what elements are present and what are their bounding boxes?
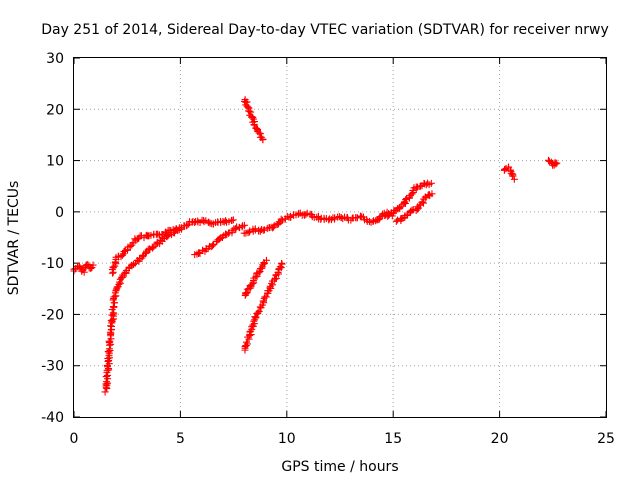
data-point — [102, 372, 110, 380]
series-arc-main-upper — [108, 216, 237, 277]
data-point — [254, 309, 262, 317]
data-point — [243, 285, 251, 293]
series-arc-middle — [240, 209, 398, 237]
y-tick-label: 0 — [55, 205, 64, 221]
data-point — [427, 179, 435, 187]
data-point — [258, 264, 266, 272]
data-point — [229, 216, 237, 224]
data-point — [224, 229, 232, 237]
data-point — [286, 213, 294, 221]
data-point — [195, 248, 203, 256]
data-point — [270, 222, 278, 230]
data-point — [164, 232, 172, 240]
data-point — [262, 256, 270, 264]
y-tick-label: 30 — [46, 51, 64, 67]
data-point — [232, 224, 240, 232]
data-point — [255, 129, 263, 137]
x-tick-label: 5 — [176, 431, 185, 447]
data-point — [421, 180, 429, 188]
data-point — [255, 307, 263, 315]
data-point — [87, 265, 95, 273]
series-arc-late-rising — [379, 179, 435, 219]
data-point — [177, 225, 185, 233]
series-arc-main-lower — [101, 225, 185, 396]
series-arc-22h — [544, 156, 561, 169]
data-point — [249, 321, 257, 329]
data-point — [149, 244, 157, 252]
x-tick-label: 0 — [70, 431, 79, 447]
x-tick-label: 25 — [597, 431, 615, 447]
data-point — [375, 216, 383, 224]
grid — [74, 58, 606, 417]
x-tick-label: 20 — [491, 431, 509, 447]
data-point — [428, 190, 436, 198]
series-arc-low-short — [241, 256, 270, 299]
y-tick-label: -20 — [41, 307, 64, 323]
chart-title: Day 251 of 2014, Sidereal Day-to-day VTE… — [41, 22, 609, 38]
data-point — [270, 223, 278, 231]
data-point — [243, 340, 251, 348]
data-point — [303, 209, 311, 217]
data-point — [252, 273, 260, 281]
data-point — [101, 388, 109, 396]
series-arc-mid-rising — [191, 221, 248, 259]
series-arc-low-long — [241, 259, 286, 354]
series-arc-20h — [500, 163, 518, 183]
data-point — [174, 227, 182, 235]
data-point — [252, 313, 260, 321]
data-point — [379, 210, 387, 218]
data-point — [509, 172, 517, 180]
data-point — [356, 212, 364, 220]
data-point — [259, 135, 267, 143]
data-point — [209, 242, 217, 250]
data-point — [240, 221, 248, 229]
data-point — [118, 251, 126, 259]
data-point — [262, 293, 270, 301]
data-point — [392, 217, 400, 225]
data-point — [395, 204, 403, 212]
x-axis-label: GPS time / hours — [281, 459, 398, 475]
y-tick-label: 10 — [46, 154, 64, 170]
data-point — [275, 219, 283, 227]
data-point — [183, 221, 191, 229]
data-point — [553, 159, 561, 167]
x-tick-label: 15 — [384, 431, 402, 447]
data-points — [70, 96, 561, 396]
data-point — [228, 217, 236, 225]
data-point — [159, 234, 167, 242]
data-point — [89, 261, 97, 269]
data-point — [510, 175, 518, 183]
series-arc-late-lower — [392, 190, 436, 225]
data-point — [353, 214, 361, 222]
y-axis-label: SDTVAR / TECUs — [6, 181, 22, 296]
data-point — [255, 269, 263, 277]
x-tick-label: 10 — [278, 431, 296, 447]
data-point — [331, 214, 339, 222]
y-tick-label: -30 — [41, 359, 64, 375]
y-tick-label: -40 — [41, 410, 64, 426]
data-point — [402, 196, 410, 204]
data-point — [244, 229, 252, 237]
data-point — [408, 190, 416, 198]
data-point — [501, 165, 509, 173]
data-point — [278, 260, 286, 268]
series-arc-high-falling — [241, 96, 267, 144]
y-tick-label: -10 — [41, 256, 64, 272]
y-tick-label: 20 — [46, 102, 64, 118]
data-point — [552, 160, 560, 168]
data-point — [247, 108, 255, 116]
plot-frame — [73, 57, 607, 418]
data-point — [253, 124, 261, 132]
data-point — [109, 303, 117, 311]
